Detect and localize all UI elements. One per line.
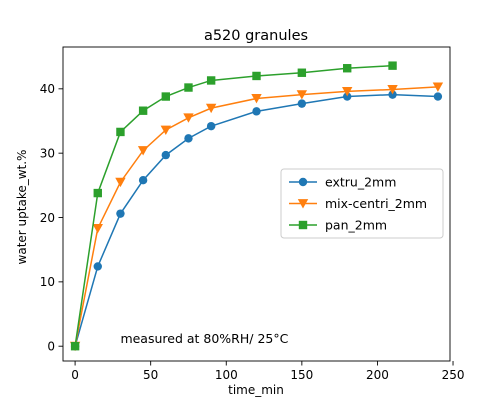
- y-tick-label: 30: [40, 146, 55, 160]
- y-tick-label: 0: [47, 340, 55, 354]
- legend-marker-pan_2mm: [298, 220, 308, 230]
- x-tick-label: 50: [143, 368, 158, 382]
- data-point-pan_2mm: [388, 61, 397, 70]
- data-point-extru_2mm: [252, 107, 261, 116]
- data-point-mix-centri_2mm: [183, 113, 194, 123]
- data-point-pan_2mm: [184, 83, 193, 92]
- data-point-extru_2mm: [433, 92, 443, 101]
- data-point-mix-centri_2mm: [387, 85, 398, 95]
- data-point-mix-centri_2mm: [205, 103, 217, 114]
- data-point-extru_2mm: [297, 99, 307, 108]
- data-point-pan_2mm: [252, 71, 261, 81]
- x-tick-label: 100: [215, 368, 238, 382]
- data-point-extru_2mm: [161, 150, 170, 160]
- x-tick-label: 150: [290, 368, 313, 382]
- data-point-extru_2mm: [388, 90, 397, 99]
- data-point-pan_2mm: [138, 106, 148, 115]
- x-axis-label: time_min: [228, 383, 284, 397]
- data-point-pan_2mm: [93, 188, 102, 198]
- data-point-mix-centri_2mm: [432, 82, 444, 92]
- data-point-pan_2mm: [297, 68, 307, 77]
- legend-box: [280, 168, 444, 239]
- legend-label-pan_2mm: pan_2mm: [325, 218, 387, 233]
- data-point-extru_2mm: [138, 175, 148, 185]
- y-tick-label: 10: [40, 275, 55, 289]
- data-point-extru_2mm: [116, 209, 125, 218]
- axes-frame: [62, 46, 451, 362]
- data-point-mix-centri_2mm: [115, 177, 126, 188]
- legend-label-mix-centri_2mm: mix-centri_2mm: [325, 196, 427, 211]
- data-point-extru_2mm: [343, 92, 352, 101]
- series-line-extru_2mm: [74, 93, 438, 347]
- chart-title: a520 granules: [204, 28, 308, 44]
- legend-label-extru_2mm: extru_2mm: [325, 175, 396, 190]
- data-point-pan_2mm: [70, 342, 80, 351]
- data-point-mix-centri_2mm: [137, 146, 149, 156]
- data-point-extru_2mm: [206, 121, 216, 131]
- legend-marker-mix-centri_2mm: [297, 199, 309, 209]
- data-point-pan_2mm: [343, 64, 352, 73]
- y-tick-label: 40: [40, 82, 55, 96]
- data-point-extru_2mm: [93, 262, 102, 271]
- x-tick-label: 250: [442, 368, 465, 382]
- data-point-mix-centri_2mm: [92, 224, 103, 234]
- annotation: measured at 80%RH/ 25°C: [120, 331, 288, 346]
- x-tick-label: 200: [366, 368, 389, 382]
- data-point-pan_2mm: [161, 92, 170, 101]
- legend-marker-extru_2mm: [298, 177, 308, 187]
- y-tick-label: 20: [40, 211, 55, 225]
- data-point-extru_2mm: [184, 134, 193, 143]
- series-line-mix-centri_2mm: [74, 86, 438, 347]
- data-point-mix-centri_2mm: [251, 94, 262, 104]
- data-point-mix-centri_2mm: [342, 86, 353, 97]
- x-tick-label: 0: [71, 368, 79, 382]
- y-axis-label: water uptake_wt.%: [15, 150, 29, 265]
- data-point-pan_2mm: [206, 76, 216, 85]
- legend: extru_2mm mix-centri_2mm pan_2mm: [280, 168, 444, 239]
- plot-area: 0 50 100 150 200 250 0 10 20 30 40 extru_2mm mix-cen…: [40, 46, 465, 382]
- data-point-mix-centri_2mm: [296, 90, 308, 100]
- data-point-mix-centri_2mm: [160, 125, 171, 135]
- data-point-pan_2mm: [116, 127, 125, 137]
